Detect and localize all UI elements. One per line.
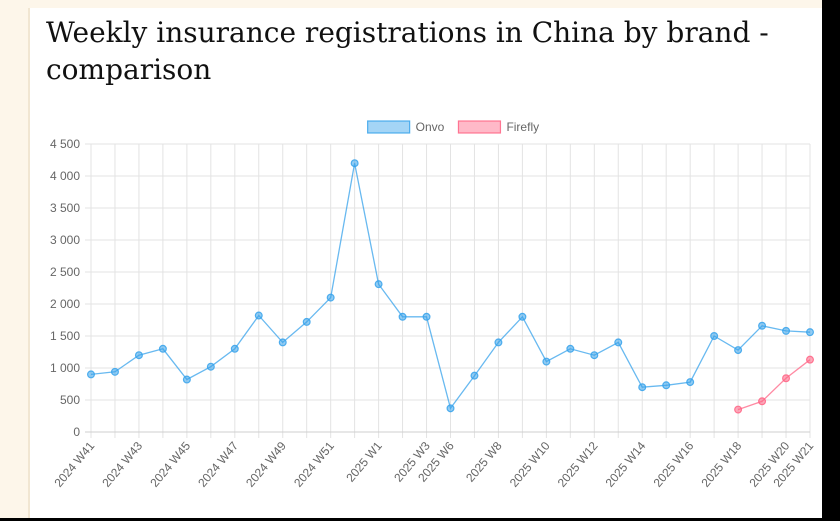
data-point [638,383,647,392]
data-point [566,344,575,353]
data-point [494,338,503,347]
data-point [158,344,167,353]
window-edge [822,0,840,521]
legend-swatch [457,120,502,134]
y-tick-label: 4 000 [50,169,80,183]
data-point [805,328,814,337]
series-line [737,359,811,411]
y-tick-label: 3 000 [50,233,80,247]
data-point [734,346,743,355]
data-point [326,293,335,302]
data-point [590,351,599,360]
data-point [782,326,791,335]
data-point [470,371,479,380]
data-point [230,344,239,353]
x-tick-label: 2025 W18 [699,439,745,490]
y-tick-label: 3 500 [50,201,80,215]
data-point [182,375,191,384]
y-tick-label: 500 [60,393,80,407]
x-tick-label: 2025 W16 [651,439,697,490]
y-tick-label: 2 000 [50,297,80,311]
data-point [734,405,743,414]
x-tick-label: 2024 W51 [291,439,337,490]
data-point [278,338,287,347]
x-tick-label: 2024 W47 [195,439,241,490]
legend-swatch [367,120,411,134]
data-point [302,317,311,326]
data-point [542,357,551,366]
data-point [686,378,695,387]
y-tick-label: 1 500 [50,329,80,343]
page-title: Weekly insurance registrations in China … [46,16,769,86]
data-point [398,312,407,321]
data-point [614,338,623,347]
legend-label: Onvo [416,120,445,134]
data-point [782,374,791,383]
x-tick-label: 2025 W1 [343,439,385,485]
data-point [422,312,431,321]
data-point [518,312,527,321]
data-point [206,362,215,371]
x-tick-label: 2024 W45 [147,439,193,490]
x-tick-label: 2025 W14 [603,439,649,490]
data-point [350,159,359,168]
x-tick-label: 2025 W8 [463,439,505,485]
data-point [254,311,263,320]
window-edge-bottom [0,518,840,521]
data-point [710,332,719,341]
data-point [374,280,383,289]
x-tick-label: 2025 W10 [507,439,553,490]
data-point [662,381,671,390]
data-point [758,397,767,406]
y-tick-label: 1 000 [50,361,80,375]
y-tick-label: 0 [73,425,80,439]
x-tick-label: 2025 W12 [555,439,601,490]
data-point [758,321,767,330]
y-tick-label: 2 500 [50,265,80,279]
y-tick-label: 4 500 [50,137,80,151]
data-point [134,351,143,360]
x-tick-label: 2024 W43 [99,439,145,490]
data-point [805,355,814,364]
data-point [446,404,455,413]
x-tick-label: 2024 W49 [243,439,289,490]
x-tick-label: 2024 W41 [51,439,97,490]
data-point [110,367,119,376]
data-point [86,370,95,379]
legend-label: Firefly [506,120,539,134]
